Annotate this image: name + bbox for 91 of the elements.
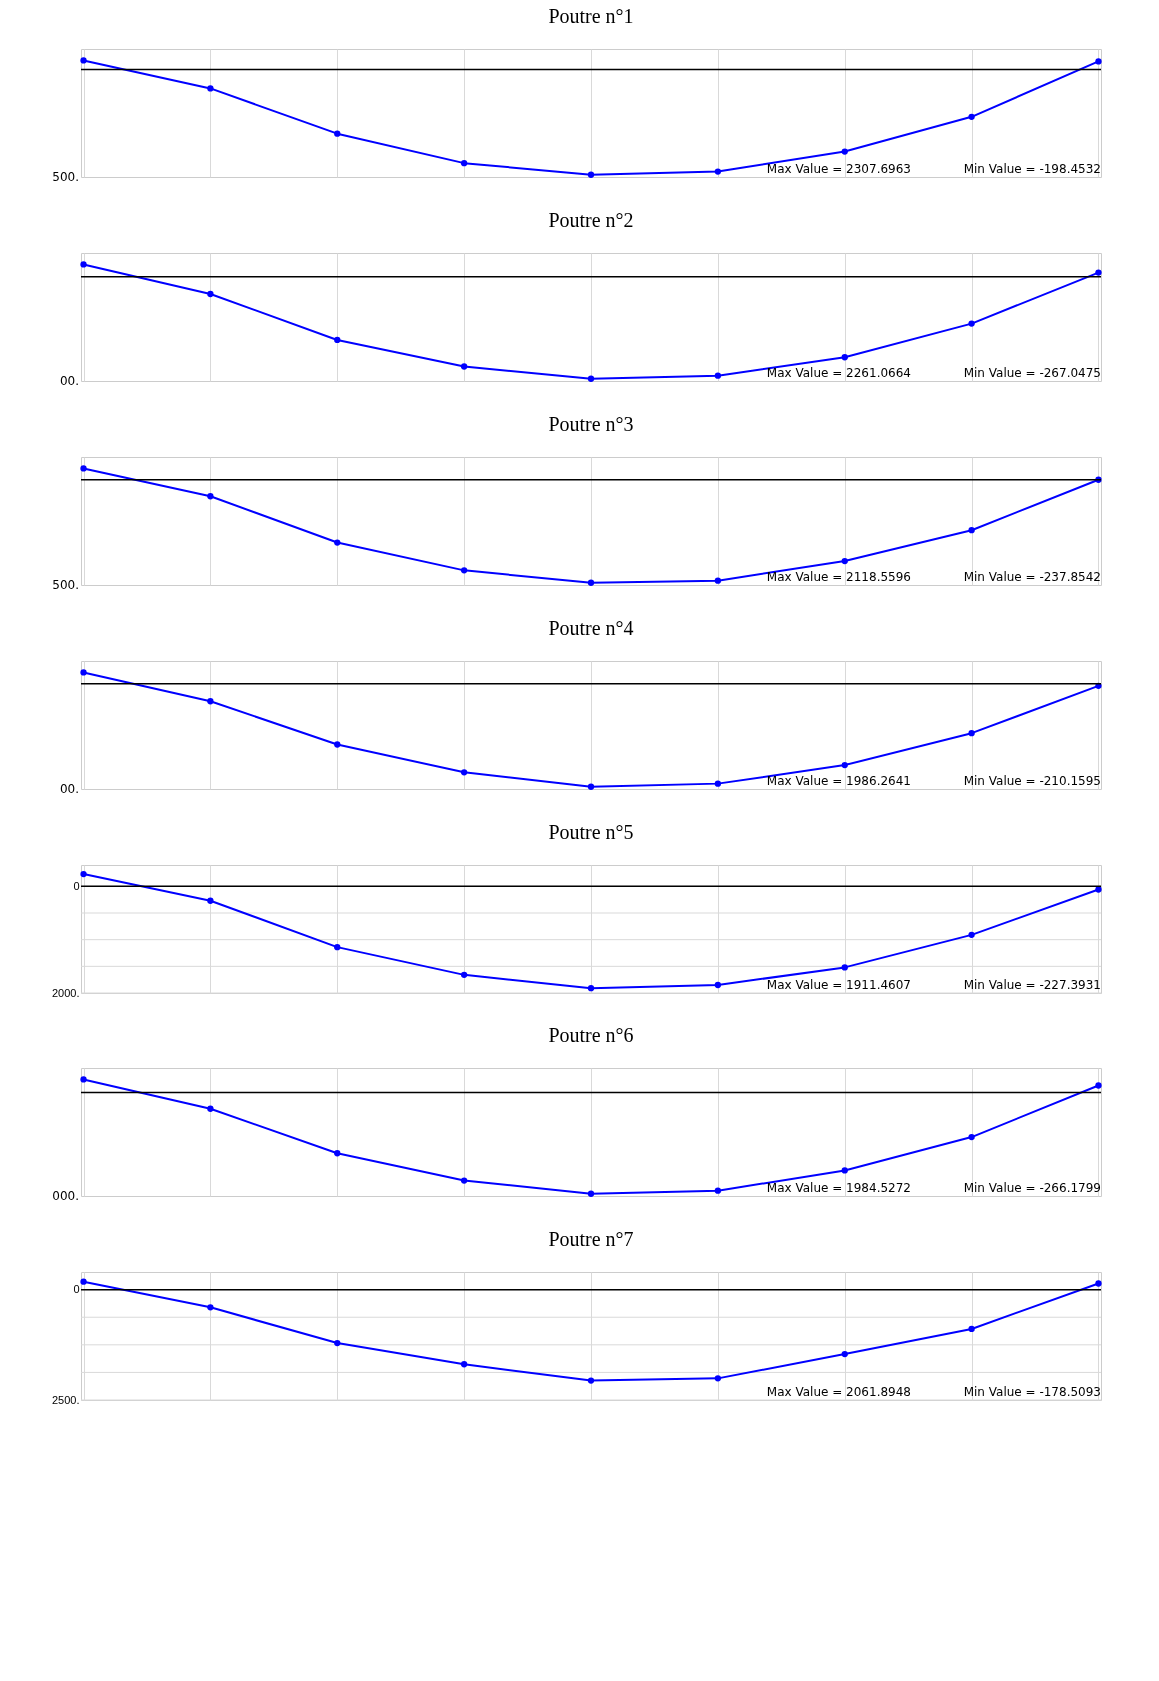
point — [841, 964, 848, 971]
point — [207, 85, 214, 92]
point — [1095, 1280, 1102, 1287]
point — [80, 261, 87, 268]
point — [80, 870, 87, 878]
point — [968, 320, 975, 327]
point — [841, 1350, 848, 1358]
chart-title: Poutre n°5 — [548, 821, 634, 843]
point — [587, 1377, 595, 1384]
point — [334, 539, 341, 546]
point — [968, 527, 975, 534]
point — [460, 769, 468, 776]
point — [968, 931, 975, 939]
point — [80, 669, 87, 676]
y-tick-label: 0 — [73, 879, 80, 892]
point — [587, 375, 595, 382]
point — [841, 1167, 848, 1174]
point — [841, 354, 848, 361]
y-tick-label: 2500. — [51, 1393, 80, 1406]
text: 500. — [52, 170, 79, 184]
text: 00. — [59, 782, 79, 796]
point — [80, 1278, 87, 1285]
point — [334, 741, 341, 748]
point — [968, 113, 975, 120]
point — [714, 780, 722, 787]
point — [207, 290, 214, 298]
point — [714, 981, 722, 989]
annotation: Min Value = -237.8542 — [963, 570, 1101, 584]
annotation: Max Value = 1911.4607 — [766, 978, 911, 992]
point — [841, 557, 848, 565]
point — [460, 1361, 468, 1368]
point — [1095, 269, 1102, 276]
point — [334, 943, 341, 951]
annotation: Min Value = -178.5093 — [963, 1385, 1101, 1399]
annotation: Min Value = -266.1799 — [963, 1181, 1101, 1195]
point — [80, 57, 87, 64]
annotation: Min Value = -267.0475 — [963, 366, 1101, 380]
annotation: Max Value = 2061.8948 — [766, 1385, 911, 1399]
point — [207, 698, 214, 705]
point — [460, 971, 468, 979]
point — [714, 372, 722, 379]
chart-title: Poutre n°6 — [548, 1024, 634, 1046]
annotation: Min Value = -210.1595 — [963, 774, 1101, 788]
point — [587, 985, 595, 992]
point — [714, 1187, 722, 1194]
chart-title: Poutre n°1 — [548, 5, 634, 27]
chart-title: Poutre n°2 — [548, 209, 634, 231]
point — [587, 783, 595, 790]
point — [207, 1304, 214, 1311]
point — [968, 1325, 975, 1333]
point — [1095, 1082, 1102, 1089]
point — [334, 1150, 341, 1157]
point — [80, 1076, 87, 1083]
point — [714, 1375, 722, 1382]
point — [460, 1177, 468, 1184]
point — [460, 159, 468, 167]
point — [587, 171, 595, 178]
annotation: Max Value = 2307.6963 — [766, 162, 911, 176]
point — [968, 1133, 975, 1141]
point — [841, 148, 848, 155]
point — [80, 465, 87, 472]
point — [587, 1190, 595, 1197]
annotation: Max Value = 1984.5272 — [766, 1181, 911, 1195]
chart-title: Poutre n°7 — [548, 1228, 634, 1250]
y-tick-label: 0 — [73, 1283, 80, 1296]
point — [587, 579, 595, 586]
point — [714, 168, 722, 175]
chart-title: Poutre n°4 — [548, 617, 634, 639]
point — [841, 761, 848, 769]
point — [1095, 58, 1102, 65]
annotation: Max Value = 1986.2641 — [766, 774, 911, 788]
point — [334, 336, 341, 344]
text: 000. — [52, 1189, 79, 1203]
point — [207, 493, 214, 500]
point — [1095, 886, 1102, 893]
point — [207, 897, 214, 904]
point — [334, 1339, 341, 1347]
y-tick-label: 2000. — [51, 986, 80, 999]
text: 500. — [52, 578, 79, 592]
point — [714, 577, 722, 584]
point — [334, 130, 341, 137]
point — [968, 730, 975, 737]
point — [460, 567, 468, 574]
annotation: Min Value = -227.3931 — [963, 978, 1101, 992]
annotation: Max Value = 2261.0664 — [766, 366, 911, 380]
point — [207, 1105, 214, 1112]
chart-title: Poutre n°3 — [548, 413, 634, 435]
point — [460, 363, 468, 370]
annotation: Max Value = 2118.5596 — [766, 570, 911, 584]
text: 00. — [59, 374, 79, 388]
annotation: Min Value = -198.4532 — [963, 162, 1101, 176]
